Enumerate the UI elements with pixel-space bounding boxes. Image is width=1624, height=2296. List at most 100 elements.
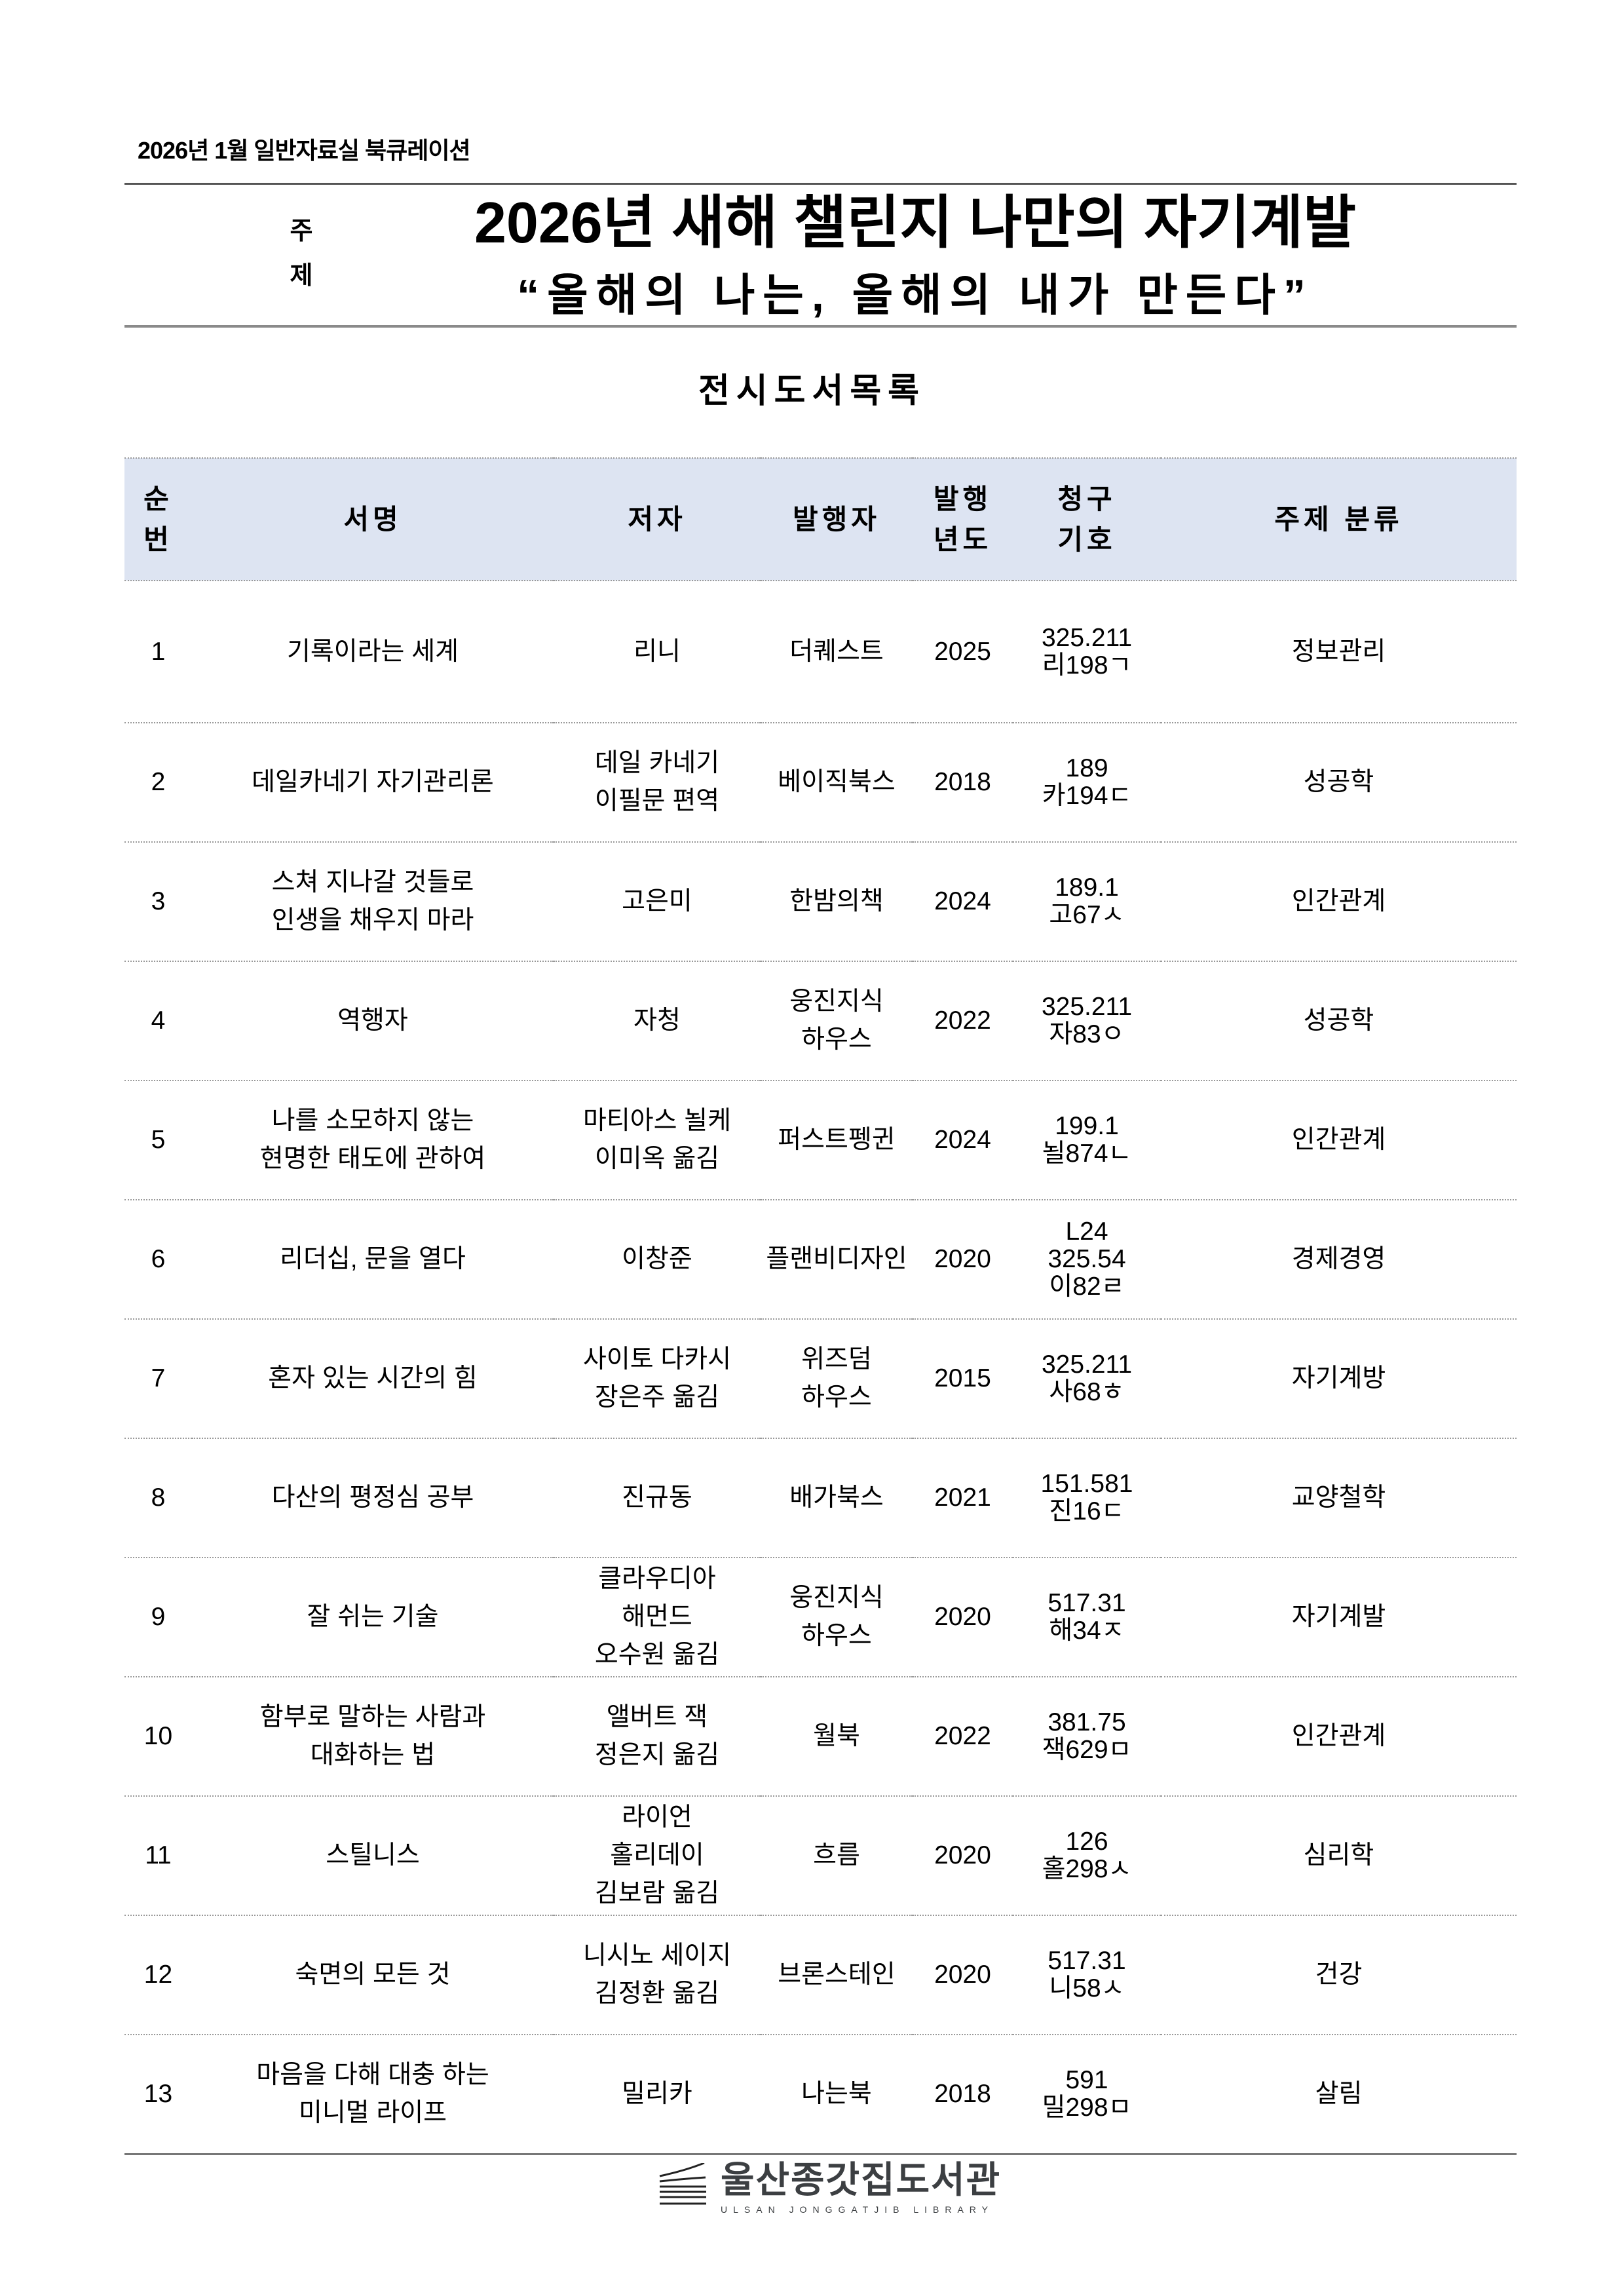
- cell-subject: 자기계발: [1161, 1558, 1517, 1677]
- cell-line: L24: [1065, 1217, 1108, 1246]
- cell-line: 해34ㅈ: [1049, 1617, 1125, 1645]
- header-text: 번: [143, 524, 173, 555]
- header-label: 2026년 1월 일반자료실 북큐레이션: [138, 137, 471, 164]
- cell-year: 2015: [913, 1319, 1013, 1439]
- cell-line: 김보람 옮김: [594, 1879, 720, 1907]
- cell-line: 카194ㄷ: [1042, 782, 1132, 810]
- cell-line: 니58ㅅ: [1049, 1974, 1125, 2002]
- cell-no: 8: [124, 1438, 192, 1558]
- cell-line: 데일카네기 자기관리론: [252, 768, 494, 796]
- cell-no: 1: [124, 581, 192, 723]
- cell-year: 2020: [913, 1796, 1013, 1916]
- cell-title: 다산의 평정심 공부: [192, 1438, 554, 1558]
- cell-line: 나는북: [801, 2080, 872, 2108]
- page-subtitle: “올해의 나는, 올해의 내가 만든다”: [517, 271, 1313, 320]
- cell-publisher: 퍼스트펭귄: [761, 1081, 913, 1200]
- book-stack-icon: [659, 2163, 706, 2205]
- cell-call: 381.75 잭629ㅁ: [1013, 1677, 1161, 1797]
- cell-line: 기록이라는 세계: [287, 637, 459, 666]
- cell-author: 고은미: [554, 842, 761, 962]
- cell-line: 다산의 평정심 공부: [271, 1483, 474, 1512]
- header-call-number: 청구 기호: [1013, 457, 1161, 581]
- cell-line: 나를 소모하지 않는: [271, 1107, 474, 1135]
- cell-title: 나를 소모하지 않는 현명한 태도에 관하여: [192, 1081, 554, 1200]
- cell-line: 오수원 옮김: [594, 1641, 720, 1669]
- cell-line: 인생을 채우지 마라: [271, 906, 474, 934]
- cell-subject: 인간관계: [1161, 1677, 1517, 1797]
- title-divider: [124, 325, 1517, 328]
- cell-no: 13: [124, 2035, 192, 2155]
- cell-title: 숙면의 모든 것: [192, 1915, 554, 2035]
- cell-line: 126: [1065, 1827, 1108, 1856]
- cell-line: 대화하는 법: [310, 1741, 436, 1769]
- cell-subject: 인간관계: [1161, 1081, 1517, 1200]
- theme-label-char: 주: [290, 218, 313, 245]
- cell-call: 517.31 니58ㅅ: [1013, 1915, 1161, 2035]
- cell-line: 숙면의 모든 것: [295, 1961, 451, 1989]
- cell-line: 이필문 편역: [594, 787, 720, 815]
- cell-subject: 자기계방: [1161, 1319, 1517, 1439]
- cell-line: 홀298ㅅ: [1042, 1855, 1132, 1883]
- cell-line: 미니멀 라이프: [298, 2099, 447, 2127]
- cell-year: 2020: [913, 1558, 1013, 1677]
- header-title: 서명: [192, 457, 554, 581]
- cell-subject: 살림: [1161, 2035, 1517, 2155]
- cell-line: 브론스테인: [778, 1961, 896, 1989]
- table-row: 4 역행자 자청 웅진지식 하우스 2022 325.211 자83ㅇ 성공학: [124, 961, 1517, 1081]
- page-title: 2026년 새해 챌린지 나만의 자기계발: [474, 190, 1357, 255]
- cell-publisher: 한밤의책: [761, 842, 913, 962]
- cell-line: 이82ㄹ: [1049, 1272, 1125, 1301]
- cell-line: 월북: [813, 1722, 860, 1750]
- cell-subject: 심리학: [1161, 1796, 1517, 1916]
- cell-no: 12: [124, 1915, 192, 2035]
- cell-line: 라이언: [622, 1803, 692, 1831]
- cell-line: 마음을 다해 대충 하는: [256, 2061, 489, 2089]
- cell-title: 스쳐 지나갈 것들로 인생을 채우지 마라: [192, 842, 554, 962]
- cell-call: L24 325.54 이82ㄹ: [1013, 1200, 1161, 1320]
- cell-author: 밀리카: [554, 2035, 761, 2155]
- cell-subject: 경제경영: [1161, 1200, 1517, 1320]
- cell-publisher: 플랜비디자인: [761, 1200, 913, 1320]
- cell-line: 진16ㄷ: [1049, 1497, 1125, 1525]
- cell-line: 함부로 말하는 사람과: [259, 1703, 486, 1731]
- cell-line: 뇔874ㄴ: [1042, 1139, 1132, 1168]
- cell-title: 혼자 있는 시간의 힘: [192, 1319, 554, 1439]
- cell-line: 이미옥 옮김: [594, 1145, 720, 1173]
- cell-line: 배가북스: [789, 1483, 884, 1512]
- top-divider: [124, 183, 1517, 185]
- cell-line: 클라우디아: [598, 1565, 716, 1593]
- cell-line: 151.581: [1040, 1470, 1133, 1498]
- cell-call: 325.211 사68ㅎ: [1013, 1319, 1161, 1439]
- cell-line: 웅진지식: [789, 987, 884, 1016]
- cell-line: 혼자 있는 시간의 힘: [268, 1364, 478, 1392]
- cell-line: 199.1: [1055, 1112, 1119, 1140]
- cell-title: 데일카네기 자기관리론: [192, 723, 554, 843]
- cell-line: 517.31: [1048, 1947, 1126, 1975]
- table-row: 1 기록이라는 세계 리니 더퀘스트 2025 325.211 리198ㄱ 정보관리: [124, 581, 1517, 723]
- cell-line: 고은미: [622, 887, 692, 915]
- table-row: 5 나를 소모하지 않는 현명한 태도에 관하여 마티아스 뇔케 이미옥 옮김 퍼스트펭귄…: [124, 1081, 1517, 1200]
- table-row: 7 혼자 있는 시간의 힘 사이토 다카시 장은주 옮김 위즈덤 하우스 2015 325.2…: [124, 1319, 1517, 1439]
- cell-line: 하우스: [801, 1383, 872, 1411]
- cell-line: 밀298ㅁ: [1042, 2094, 1132, 2122]
- cell-call: 591 밀298ㅁ: [1013, 2035, 1161, 2155]
- cell-line: 흐름: [813, 1841, 860, 1869]
- cell-line: 진규동: [622, 1483, 692, 1512]
- cell-line: 잘 쉬는 기술: [307, 1603, 439, 1631]
- cell-no: 4: [124, 961, 192, 1081]
- cell-subject: 교양철학: [1161, 1438, 1517, 1558]
- cell-publisher: 웅진지식 하우스: [761, 961, 913, 1081]
- cell-no: 7: [124, 1319, 192, 1439]
- cell-year: 2021: [913, 1438, 1013, 1558]
- cell-year: 2024: [913, 842, 1013, 962]
- cell-no: 5: [124, 1081, 192, 1200]
- table-row: 2 데일카네기 자기관리론 데일 카네기 이필문 편역 베이직북스 2018 189 카194…: [124, 723, 1517, 843]
- cell-line: 퍼스트펭귄: [778, 1126, 896, 1154]
- cell-line: 325.54: [1048, 1245, 1126, 1273]
- table-row: 3 스쳐 지나갈 것들로 인생을 채우지 마라 고은미 한밤의책 2024 189.1 고67…: [124, 842, 1517, 962]
- cell-line: 사68ㅎ: [1049, 1378, 1125, 1406]
